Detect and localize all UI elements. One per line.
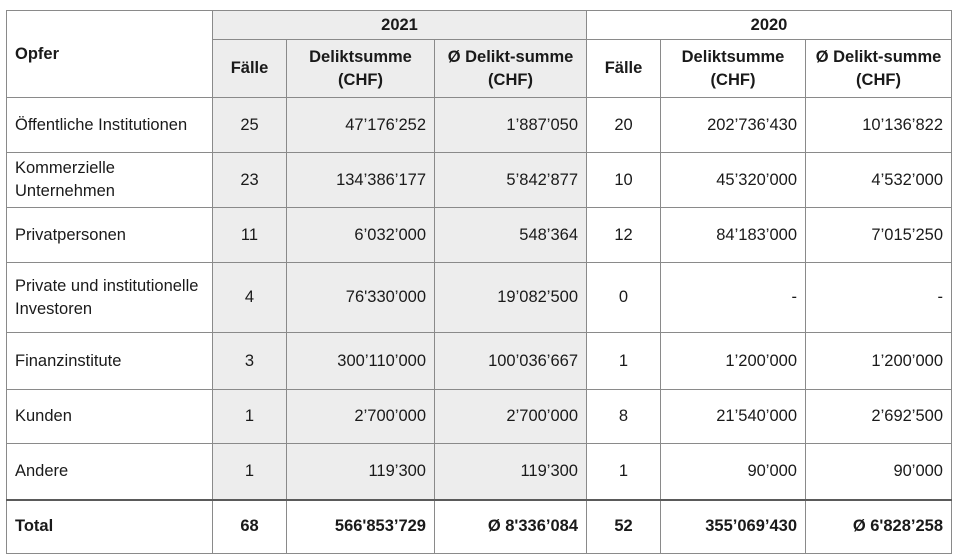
sum-2021-cell: 47’176’252 (286, 97, 435, 153)
total-cases-2020: 52 (586, 498, 661, 554)
total-sum-2020: 355’069’430 (660, 498, 806, 554)
row-label: Privatpersonen (6, 207, 213, 263)
row-label: Kunden (6, 389, 213, 444)
avg-2021-cell: 100’036’667 (434, 332, 587, 390)
sum-2021-cell: 76'330’000 (286, 262, 435, 333)
year-2020-header: 2020 (586, 10, 952, 40)
cases-2021-cell: 1 (212, 389, 287, 444)
year-2021-header: 2021 (212, 10, 587, 40)
row-label: Kommerzielle Unternehmen (6, 152, 213, 208)
sum-2020-cell: 1’200’000 (660, 332, 806, 390)
avg-2021-cell: 548’364 (434, 207, 587, 263)
avg-2020-header: Ø Delikt-summe (CHF) (805, 39, 952, 98)
cases-2020-header: Fälle (586, 39, 661, 98)
cases-2021-cell: 23 (212, 152, 287, 208)
table-row: Öffentliche Institutionen 25 47’176’252 … (6, 97, 952, 153)
row-label: Finanzinstitute (6, 332, 213, 390)
cases-2020-cell: 0 (586, 262, 661, 333)
cases-2021-cell: 3 (212, 332, 287, 390)
cases-2020-cell: 12 (586, 207, 661, 263)
sum-2020-cell: 45’320’000 (660, 152, 806, 208)
sum-2020-header: Deliktsumme (CHF) (660, 39, 806, 98)
sum-2021-cell: 300’110’000 (286, 332, 435, 390)
sum-2020-cell: 90’000 (660, 443, 806, 500)
row-label: Öffentliche Institutionen (6, 97, 213, 153)
sum-2020-cell: 21’540’000 (660, 389, 806, 444)
avg-2021-cell: 5’842’877 (434, 152, 587, 208)
sum-2020-cell: 84’183’000 (660, 207, 806, 263)
avg-2020-cell: 90’000 (805, 443, 952, 500)
total-avg-2021: Ø 8'336’084 (434, 498, 587, 554)
table-row: Privatpersonen 11 6’032’000 548’364 12 8… (6, 207, 952, 263)
avg-2020-cell: 10’136’822 (805, 97, 952, 153)
cases-2021-cell: 4 (212, 262, 287, 333)
victim-column-header: Opfer (6, 10, 213, 98)
sum-2021-header: Deliktsumme (CHF) (286, 39, 435, 98)
cases-2021-cell: 1 (212, 443, 287, 500)
avg-2020-cell: 7’015’250 (805, 207, 952, 263)
table-row: Andere 1 119’300 119’300 1 90’000 90’000 (6, 443, 952, 500)
cases-2020-cell: 20 (586, 97, 661, 153)
cases-2020-cell: 10 (586, 152, 661, 208)
sum-2021-cell: 2’700’000 (286, 389, 435, 444)
sum-2020-header-text: Deliktsumme (CHF) (681, 47, 785, 89)
cases-2020-cell: 1 (586, 332, 661, 390)
row-label: Private und institutionelle Investoren (6, 262, 213, 333)
cases-2021-header: Fälle (212, 39, 287, 98)
avg-2021-cell: 19’082’500 (434, 262, 587, 333)
avg-2020-header-text: Ø Delikt-summe (CHF) (815, 47, 942, 89)
total-avg-2020: Ø 6'828’258 (805, 498, 952, 554)
sum-2020-cell: 202’736’430 (660, 97, 806, 153)
avg-2021-cell: 1’887’050 (434, 97, 587, 153)
row-label: Andere (6, 443, 213, 500)
table-row: Kommerzielle Unternehmen 23 134’386’177 … (6, 152, 952, 208)
sum-2021-cell: 6’032’000 (286, 207, 435, 263)
cases-2020-cell: 1 (586, 443, 661, 500)
sum-2021-header-text: Deliktsumme (CHF) (309, 47, 412, 89)
total-label: Total (6, 498, 213, 554)
table-row: Private und institutionelle Investoren 4… (6, 262, 952, 333)
table-row: Kunden 1 2’700’000 2’700’000 8 21’540’00… (6, 389, 952, 444)
cases-2021-cell: 11 (212, 207, 287, 263)
avg-2021-header-text: Ø Delikt-summe (CHF) (447, 47, 574, 89)
avg-2020-cell: 1’200’000 (805, 332, 952, 390)
avg-2020-cell: 2’692’500 (805, 389, 952, 444)
total-cases-2021: 68 (212, 498, 287, 554)
avg-2021-cell: 119’300 (434, 443, 587, 500)
cases-2020-cell: 8 (586, 389, 661, 444)
cases-2021-cell: 25 (212, 97, 287, 153)
avg-2020-cell: 4’532’000 (805, 152, 952, 208)
total-row: Total 68 566'853’729 Ø 8'336’084 52 355’… (6, 498, 952, 554)
table-row: Finanzinstitute 3 300’110’000 100’036’66… (6, 332, 952, 390)
total-sum-2021: 566'853’729 (286, 498, 435, 554)
avg-2020-cell: - (805, 262, 952, 333)
avg-2021-header: Ø Delikt-summe (CHF) (434, 39, 587, 98)
sum-2020-cell: - (660, 262, 806, 333)
avg-2021-cell: 2’700’000 (434, 389, 587, 444)
offences-by-victim-table: Opfer 2021 2020 Fälle Deliktsumme (CHF) … (6, 10, 952, 554)
sum-2021-cell: 119’300 (286, 443, 435, 500)
sum-2021-cell: 134’386’177 (286, 152, 435, 208)
